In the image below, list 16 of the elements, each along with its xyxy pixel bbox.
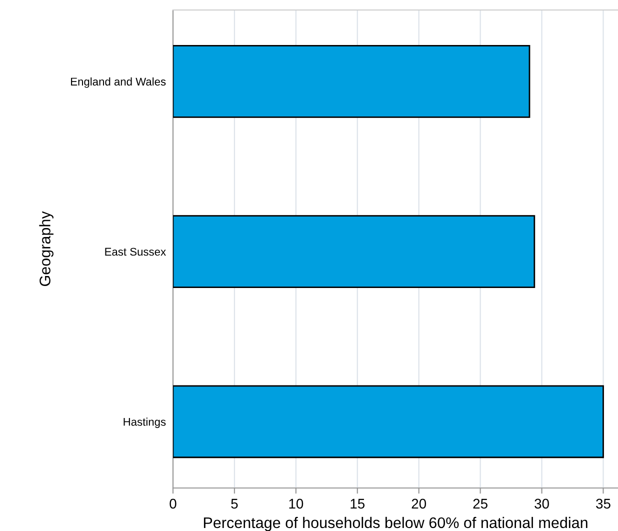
x-tick-label: 30 [534, 498, 549, 509]
x-tick-label: 5 [231, 498, 238, 509]
y-tick-label: East Sussex [105, 248, 166, 256]
x-tick-label: 15 [350, 498, 365, 509]
y-tick-label: Hastings [124, 418, 166, 428]
x-tick-label: 25 [473, 498, 488, 509]
x-tick-label: 0 [170, 498, 176, 509]
bar [173, 215, 536, 288]
x-axis-title: Percentage of households below 60% of national median [204, 516, 588, 531]
bar [173, 385, 604, 458]
bar [173, 45, 530, 118]
x-tick-label: 10 [289, 498, 304, 509]
y-tick-label: England and Wales [71, 77, 166, 88]
x-tick-label: 20 [412, 498, 426, 509]
y-axis-title: Geography [39, 211, 54, 286]
x-tick-label: 35 [596, 498, 610, 509]
